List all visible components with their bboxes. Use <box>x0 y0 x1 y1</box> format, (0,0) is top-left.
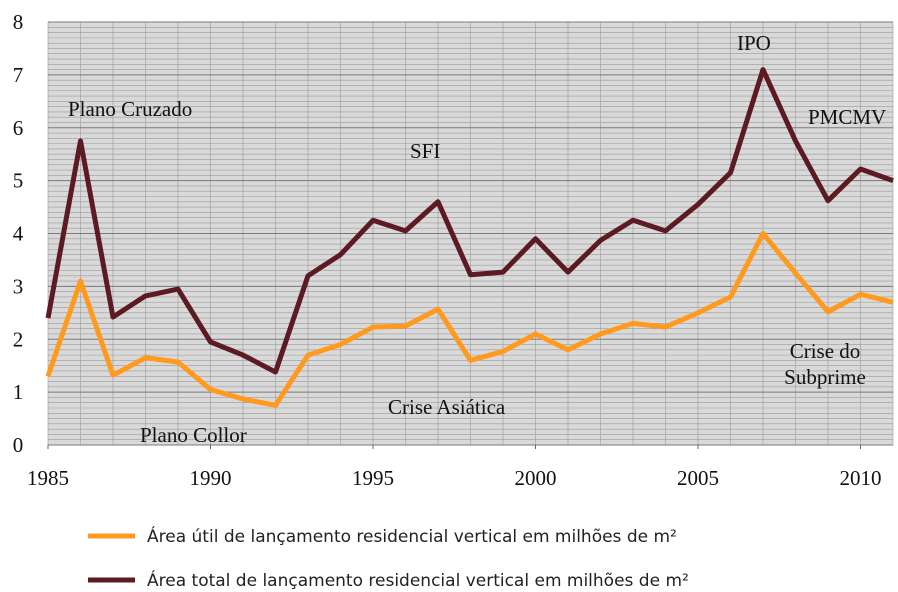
y-tick-label: 5 <box>13 169 24 193</box>
legend-label: Área útil de lançamento residencial vert… <box>147 525 677 547</box>
annotation: Crise do Subprime <box>784 339 866 389</box>
annotation: IPO <box>737 31 771 55</box>
annotation: Crise Asiática <box>388 395 506 419</box>
y-tick-label: 1 <box>13 380 24 404</box>
x-tick-label: 2000 <box>515 466 557 490</box>
x-tick-label: 1995 <box>352 466 394 490</box>
annotation: Plano Collor <box>140 423 247 447</box>
x-tick-label: 1990 <box>190 466 232 490</box>
annotation: Plano Cruzado <box>68 97 193 121</box>
x-tick-label: 1985 <box>27 466 69 490</box>
x-tick-label: 2010 <box>840 466 882 490</box>
y-tick-label: 2 <box>13 327 24 351</box>
series-line <box>45 67 894 375</box>
y-tick-label: 4 <box>13 222 24 246</box>
series-line <box>45 231 894 408</box>
y-tick-label: 0 <box>13 433 24 457</box>
annotation: PMCMV <box>808 105 887 129</box>
y-tick-label: 6 <box>13 116 24 140</box>
annotation: SFI <box>410 139 441 163</box>
y-tick-label: 8 <box>13 10 24 34</box>
y-tick-label: 3 <box>13 274 24 298</box>
y-tick-label: 7 <box>13 63 24 87</box>
legend-label: Área total de lançamento residencial ver… <box>147 569 689 591</box>
x-tick-label: 2005 <box>677 466 719 490</box>
